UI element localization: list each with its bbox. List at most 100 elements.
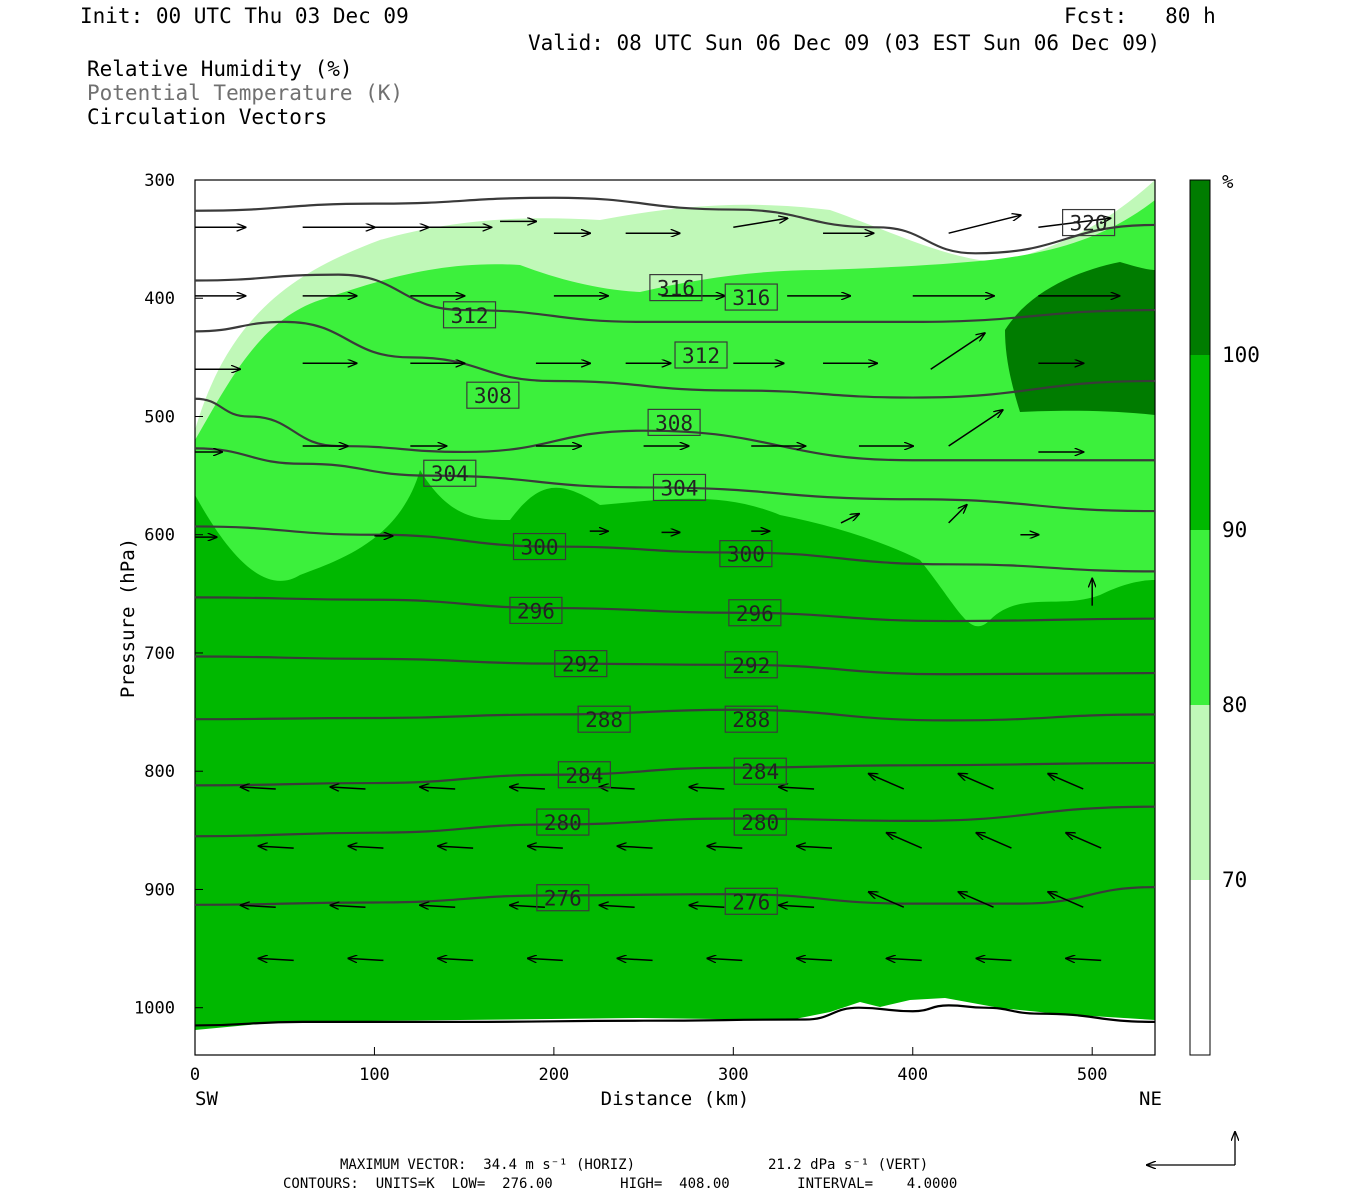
vector-arrow [869, 892, 905, 908]
vector-arrow [348, 958, 384, 960]
contour-label-box-292 [724, 651, 778, 679]
contour-label-300: 300 [521, 536, 559, 560]
vector-arrow [618, 958, 653, 960]
y-axis-ticks: 300 400 500 600 700 800 900 1000 [134, 171, 203, 1019]
contour-label-box-292 [554, 650, 608, 678]
vector-arrow [689, 787, 725, 789]
x-axis-title: Distance (km) [601, 1088, 750, 1110]
contour-label-box-300 [719, 540, 773, 568]
vector-arrow [241, 905, 276, 907]
contour-label-box-288 [724, 705, 778, 733]
contour-label-284: 284 [565, 764, 603, 788]
rh-band-gt100 [1005, 262, 1155, 415]
vector-arrow [528, 958, 563, 960]
contour-label-box-316 [649, 274, 703, 302]
contour-label-box-308 [466, 381, 520, 409]
vector-arrow [1048, 892, 1084, 908]
vector-arrow [259, 846, 294, 848]
vector-arrow [840, 514, 859, 524]
x-tick-label: 400 [897, 1065, 928, 1085]
field-theta-label: Potential Temperature (K) [87, 81, 404, 105]
contour-label-box-304 [423, 459, 477, 487]
contour-label-box-312 [674, 341, 728, 369]
vector-arrow [241, 787, 276, 789]
colorbar: % 100 90 80 70 [1189, 171, 1260, 1056]
vector-arrow [528, 846, 563, 848]
field-rh-label: Relative Humidity (%) [87, 57, 353, 81]
vector-arrow [618, 846, 653, 848]
theta-contour-316 [195, 273, 1155, 323]
x-axis-left-end: SW [195, 1088, 218, 1110]
x-tick-label: 300 [718, 1065, 749, 1085]
contour-label-box-280 [536, 808, 590, 836]
max-vector-vert: 21.2 dPa s⁻¹ (VERT) [768, 1157, 929, 1173]
init-time: Init: 00 UTC Thu 03 Dec 09 [80, 4, 409, 28]
vector-arrow [779, 905, 815, 907]
vector-arrow [1048, 774, 1084, 790]
field-vectors-label: Circulation Vectors [87, 105, 328, 129]
contour-label-box-296 [509, 596, 563, 625]
vector-arrow [976, 958, 1012, 960]
max-vector-horiz: MAXIMUM VECTOR: 34.4 m s⁻¹ (HORIZ) [340, 1157, 636, 1173]
colorbar-frame [1189, 179, 1211, 1056]
contour-label-316: 316 [732, 286, 770, 310]
contour-label-box-276 [724, 887, 778, 915]
theta-contour-308 [195, 397, 1155, 462]
y-tick-label: 300 [144, 171, 175, 191]
vector-arrow [797, 958, 833, 960]
theta-contour-288 [195, 708, 1155, 722]
contour-label-308: 308 [655, 411, 693, 435]
vector-arrow [510, 787, 545, 789]
contour-label-300: 300 [727, 543, 765, 567]
theta-contours-group [195, 196, 1155, 906]
surface-pressure-group [195, 1004, 1155, 1027]
contour-label-320: 320 [1070, 212, 1108, 236]
theta-contour-292 [195, 655, 1155, 676]
vector-arrow [259, 958, 294, 960]
theta-contour-300 [195, 525, 1155, 573]
vector-arrow [930, 333, 985, 370]
contour-label-box-316 [724, 283, 778, 311]
contour-label-304: 304 [431, 462, 469, 486]
contour-labels-group: 276 276 280 280 284 284 288 288 292 292 296 296 300 3… [423, 208, 1116, 915]
colorbar-70-80 [1190, 705, 1210, 880]
contour-label-box-300 [512, 532, 567, 561]
vector-arrow [330, 787, 366, 789]
colorbar-lt70 [1190, 880, 1210, 1055]
contour-label-316: 316 [657, 277, 695, 301]
y-tick-label: 700 [144, 644, 175, 664]
surface-line [195, 1004, 1155, 1027]
theta-contour-304 [195, 447, 1155, 513]
contour-label-280: 280 [741, 811, 779, 835]
vector-arrow [976, 833, 1012, 849]
theta-contour-276 [195, 885, 1155, 906]
vector-arrow [797, 846, 833, 848]
vector-arrow [1066, 833, 1102, 849]
contour-label-308: 308 [474, 384, 512, 408]
contour-label-304: 304 [661, 476, 699, 500]
contour-label-box-320 [1062, 208, 1116, 237]
contour-label-288: 288 [732, 708, 770, 732]
theta-contour-312 [195, 320, 1155, 399]
vector-arrow [887, 958, 922, 960]
rh-band-90-100 [195, 470, 1155, 1055]
vector-arrow [948, 410, 1003, 447]
x-tick-label: 100 [359, 1065, 390, 1085]
y-tick-label: 600 [144, 526, 175, 546]
contour-label-292: 292 [562, 653, 600, 677]
vector-arrow [959, 774, 994, 790]
y-tick-label: 800 [144, 762, 175, 782]
contour-label-box-304 [652, 473, 707, 502]
rh-shading [195, 180, 1155, 1055]
y-axis-title: Pressure (hPa) [117, 538, 139, 698]
contour-label-312: 312 [451, 304, 489, 328]
y-tick-label: 400 [144, 289, 175, 309]
vector-arrow [779, 787, 815, 789]
contour-label-box-288 [577, 705, 631, 733]
reference-vector [1147, 1132, 1235, 1165]
vector-arrow [330, 905, 366, 907]
x-axis-right-end: NE [1139, 1088, 1162, 1110]
colorbar-80-90 [1190, 530, 1210, 705]
contour-label-288: 288 [585, 708, 623, 732]
